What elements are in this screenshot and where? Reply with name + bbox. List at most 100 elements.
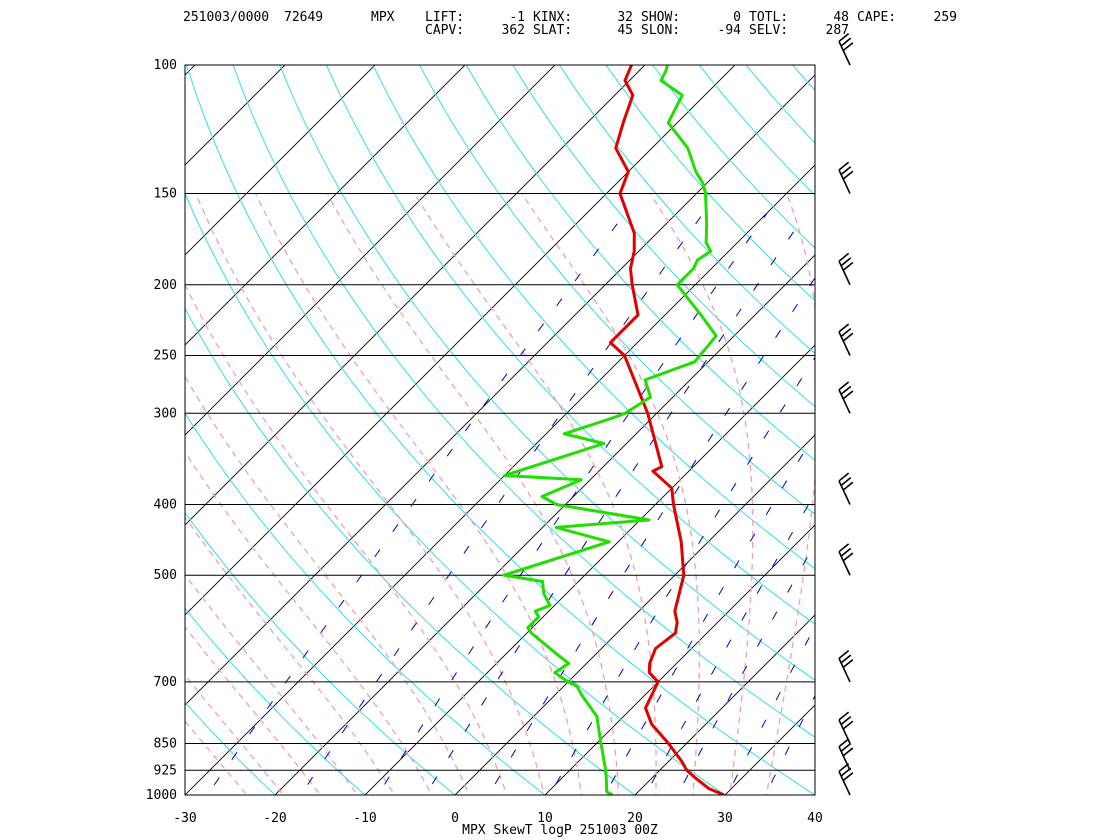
mixing-ratio-line xyxy=(764,694,815,795)
dry-adiabat-line xyxy=(185,794,186,795)
wind-barb-flag xyxy=(842,42,854,52)
wind-barb-flag xyxy=(840,742,852,752)
wind-barb-shaft xyxy=(838,169,851,194)
isotherm-line xyxy=(0,32,48,811)
pressure-tick-label: 150 xyxy=(154,187,177,202)
wind-barb-flag xyxy=(838,33,850,43)
dry-adiabat-line xyxy=(372,65,815,570)
isotherm-line xyxy=(814,794,815,795)
dry-adiabat-line xyxy=(185,701,276,795)
index-kinx-value: 32 xyxy=(617,10,633,25)
isotherm-line xyxy=(0,32,138,811)
wind-barb-shaft xyxy=(838,260,851,286)
wind-barb-flag xyxy=(838,323,850,333)
wind-barb-flag xyxy=(838,711,850,721)
wind-barb-flag xyxy=(842,332,854,342)
isotherm-line xyxy=(185,65,286,166)
dry-adiabat-line xyxy=(185,192,726,795)
dry-adiabat-line xyxy=(185,307,636,795)
wind-barb-flag xyxy=(842,170,854,180)
index-show-label: SHOW: xyxy=(641,10,681,25)
index-slon-label: SLON: xyxy=(641,23,681,38)
temperature-tick-label: 40 xyxy=(807,811,823,826)
moist-adiabat-line xyxy=(765,193,815,795)
wind-barb-flag xyxy=(842,390,854,400)
isotherm-line xyxy=(185,65,736,616)
index-cape-value: 259 xyxy=(933,10,957,25)
wind-barb xyxy=(838,543,854,576)
wind-barb-flag xyxy=(842,481,854,491)
dewpoint-trace xyxy=(502,65,718,795)
wind-barb-flag xyxy=(842,720,854,730)
index-kinx-label: KINX: xyxy=(533,10,573,25)
dry-adiabat-line xyxy=(886,65,1120,811)
moist-adiabat-line xyxy=(185,283,508,795)
wind-barb-flag xyxy=(838,381,850,391)
pressure-tick-label: 300 xyxy=(154,406,177,421)
mixing-ratio-line xyxy=(726,625,815,795)
temperature-tick-label: 10 xyxy=(537,811,553,826)
isotherm-line xyxy=(634,614,815,795)
dry-adiabat-line xyxy=(185,511,456,795)
moist-adiabat-line xyxy=(413,193,657,795)
pressure-tick-label: 700 xyxy=(154,675,177,690)
wind-barb-flag xyxy=(838,252,850,262)
isotherm-line xyxy=(454,434,815,795)
wind-barb-flag xyxy=(842,747,854,757)
wind-barb-flag xyxy=(840,166,852,176)
moist-adiabat-line xyxy=(326,193,620,795)
moist-adiabat-line xyxy=(255,193,583,795)
temperature-tick-label: 0 xyxy=(451,811,459,826)
index-cape-label: CAPE: xyxy=(857,10,897,25)
isotherm-line xyxy=(544,524,815,795)
wind-barb-flag xyxy=(840,767,852,777)
dry-adiabat-line xyxy=(839,65,1120,811)
wind-barb-flag xyxy=(838,543,850,553)
isotherm-line xyxy=(185,65,556,436)
wind-barb-shaft xyxy=(838,658,851,683)
moist-adiabat-line xyxy=(185,674,285,795)
dry-adiabat-line xyxy=(419,65,815,515)
wind-barb xyxy=(838,711,854,744)
wind-barb-flag xyxy=(838,738,850,748)
dry-adiabat-line xyxy=(232,65,815,738)
moist-adiabat-line xyxy=(185,720,248,795)
dry-adiabat-line xyxy=(325,65,815,625)
dry-adiabat-line xyxy=(185,412,546,795)
index-totl-value: 48 xyxy=(833,10,849,25)
index-lift-value: -1 xyxy=(509,10,525,25)
dry-adiabat-line xyxy=(279,65,815,681)
pressure-tick-label: 500 xyxy=(154,568,177,583)
header-site: MPX xyxy=(371,10,395,25)
wind-barb-flag xyxy=(840,654,852,664)
wind-barb xyxy=(838,323,854,356)
dry-adiabat-line xyxy=(512,65,815,408)
index-capv-value: 362 xyxy=(501,23,525,38)
wind-barb xyxy=(838,472,854,505)
index-slat-label: SLAT: xyxy=(533,23,573,38)
wind-barb xyxy=(838,738,854,771)
temperature-tick-labels: -30 -20 -10 0 10 20 30 40 xyxy=(173,811,823,826)
moist-adiabat-line xyxy=(185,451,433,795)
dry-adiabat-line xyxy=(186,65,815,795)
isotherm-line xyxy=(185,65,466,346)
isotherm-line xyxy=(185,65,376,256)
wind-barb-flag xyxy=(840,257,852,267)
isotherm-line xyxy=(364,344,815,795)
wind-barb xyxy=(838,763,854,796)
header-station-id: 72649 xyxy=(284,10,324,25)
wind-barb xyxy=(838,252,854,286)
index-selv-label: SELV: xyxy=(749,23,789,38)
moist-adiabat-line xyxy=(195,193,545,795)
dry-adiabat-line xyxy=(932,65,1120,811)
sounding-traces xyxy=(502,65,725,795)
dry-adiabat-line xyxy=(745,65,815,144)
temperature-tick-label: 30 xyxy=(717,811,733,826)
wind-barb-flag xyxy=(842,261,854,271)
wind-barb-flag xyxy=(840,328,852,338)
isotherm-line xyxy=(185,74,815,706)
header-station-time: 251003/0000 xyxy=(183,10,270,25)
pressure-tick-label: 200 xyxy=(154,278,177,293)
wind-barb-flag xyxy=(842,772,854,782)
